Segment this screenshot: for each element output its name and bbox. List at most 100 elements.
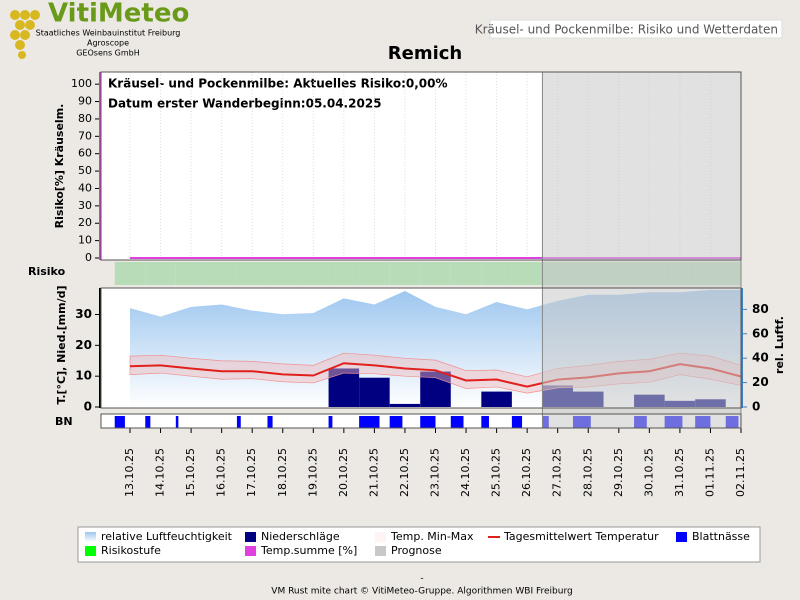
y-tick-label: 30 [78, 199, 92, 212]
leaf-wetness [145, 416, 151, 428]
leaf-wetness [175, 416, 179, 428]
y-label: T.[°C], Nied.[mm/d] [55, 285, 68, 404]
x-tick-label: 26.10.25 [520, 448, 533, 497]
y-tick-label: 10 [75, 369, 92, 383]
risk-cell [481, 262, 512, 285]
y2-tick-label: 20 [752, 375, 769, 389]
x-tick-label: 17.10.25 [245, 448, 258, 497]
legend-swatch [85, 546, 96, 556]
leaf-wetness [236, 416, 241, 428]
y2-tick-label: 0 [752, 400, 760, 414]
x-tick-label: 23.10.25 [429, 448, 442, 497]
x-tick-label: 25.10.25 [490, 448, 503, 497]
legend-swatch [85, 532, 96, 542]
logo-grapes [10, 10, 40, 59]
precip-bar [359, 377, 390, 407]
y-label: Risiko[%] Kräuselm. [53, 104, 66, 229]
legend-label: Risikostufe [101, 544, 161, 557]
risk-cell [206, 262, 237, 285]
x-tick-label: 19.10.25 [306, 448, 319, 497]
y-tick-label: 10 [78, 234, 92, 247]
x-tick-label: 21.10.25 [367, 448, 380, 497]
x-tick-label: 29.10.25 [612, 448, 625, 497]
y-tick-label: 20 [78, 216, 92, 229]
y2-tick-label: 40 [752, 351, 769, 365]
footer: - [420, 574, 423, 584]
precip-bar [481, 391, 512, 407]
forecast [541, 71, 742, 429]
panel-frame [100, 71, 742, 261]
leaf-wetness [511, 416, 523, 428]
x-tick-label: 22.10.25 [398, 448, 411, 497]
risk-cell [267, 262, 299, 285]
x-tick-label: 20.10.25 [337, 448, 350, 497]
header-box-text: Kräusel- und Pockenmilbe: Risiko und Wet… [475, 23, 778, 37]
x-tick-label: 02.11.25 [734, 448, 747, 497]
panel-frame [100, 287, 742, 409]
risk-cell [145, 262, 176, 285]
panel-frame [100, 413, 742, 429]
legend-label: Temp. Min-Max [390, 530, 474, 543]
legend-label: Temp.summe [%] [260, 544, 357, 557]
leaf-wetness [359, 416, 380, 428]
annotation: Kräusel- und Pockenmilbe: Aktuelles Risi… [108, 77, 448, 91]
legend-swatch [375, 532, 386, 542]
x-tick-label: 13.10.25 [123, 448, 136, 497]
y-tick-label: 30 [75, 307, 92, 321]
y-tick-label: 0 [85, 251, 92, 264]
legend-label: Tagesmittelwert Temperatur [503, 530, 659, 543]
x-tick-label: 31.10.25 [673, 448, 686, 497]
y-tick-label: 70 [78, 129, 92, 142]
leaf-wetness [328, 416, 333, 428]
leaf-wetness [114, 416, 125, 428]
precip-bar [389, 403, 421, 407]
header-box [489, 19, 783, 39]
precip-bar [328, 368, 360, 407]
y-tick-label: 60 [78, 147, 92, 160]
legend-swatch [245, 546, 256, 556]
y-tick-label: 40 [78, 181, 92, 194]
risk-cell [450, 262, 482, 285]
risk-cell [511, 262, 543, 285]
legend-swatch [375, 546, 386, 556]
footer: VM Rust mite chart © VitiMeteo-Gruppe. A… [271, 587, 572, 597]
x-tick-label: 14.10.25 [154, 448, 167, 497]
bn-label: BN [55, 415, 73, 428]
legend-label: Niederschläge [261, 530, 340, 543]
leaf-wetness [450, 416, 464, 428]
chart-title: Remich [388, 43, 462, 64]
risk-cell [328, 262, 360, 285]
leaf-wetness [389, 416, 403, 428]
y-tick-label: 20 [75, 338, 92, 352]
leaf-wetness [267, 416, 273, 428]
legend-label: Blattnässe [692, 530, 750, 543]
x-tick-label: 01.11.25 [703, 448, 716, 497]
leaf-wetness [481, 416, 489, 428]
risk-label: Risiko [28, 265, 66, 278]
logo: VitiMeteo [48, 0, 189, 29]
y-tick-label: 90 [78, 95, 92, 108]
y-tick-label: 50 [78, 164, 92, 177]
y-tick-label: 100 [71, 77, 92, 90]
legend [77, 526, 761, 563]
legend-label: Prognose [391, 544, 442, 557]
x-tick-label: 18.10.25 [276, 448, 289, 497]
y-tick-label: 80 [78, 112, 92, 125]
risk-cell [420, 262, 451, 285]
x-tick-label: 28.10.25 [581, 448, 594, 497]
risk-cell [236, 262, 268, 285]
annotation: Datum erster Wanderbeginn:05.04.2025 [108, 97, 382, 111]
legend-swatch [245, 532, 256, 542]
x-tick-label: 15.10.25 [184, 448, 197, 497]
risk-cell [389, 262, 421, 285]
org: Agroscope [87, 39, 129, 48]
x-tick-label: 30.10.25 [642, 448, 655, 497]
org: GEOsens GmbH [76, 49, 140, 58]
y-tick-label: 0 [84, 400, 92, 414]
x-tick-label: 24.10.25 [459, 448, 472, 497]
legend-label: relative Luftfeuchtigkeit [101, 530, 233, 543]
risk-cell [114, 262, 146, 285]
leaf-wetness [420, 416, 436, 428]
